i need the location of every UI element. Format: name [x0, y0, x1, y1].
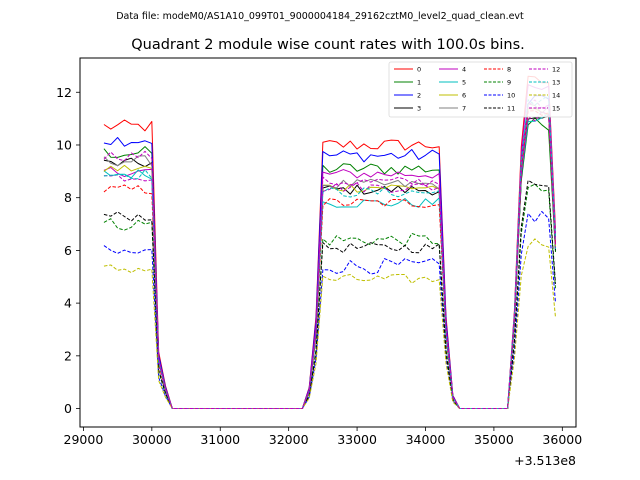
legend-label-1: 1: [417, 79, 421, 87]
legend-label-2: 2: [417, 92, 421, 100]
x-axis: 29000 30000 31000 32000 33000 34000 35000 36000: [64, 427, 582, 447]
legend-label-13: 13: [552, 79, 560, 87]
legend-label-4: 4: [462, 66, 466, 74]
file-suptitle: Data file: modeM0/AS1A10_099T01_90000041…: [116, 11, 524, 22]
y-tick-label: 0: [64, 401, 72, 416]
axes-frame: [79, 57, 577, 428]
y-tick-label: 12: [56, 85, 72, 100]
legend-label-12: 12: [552, 66, 560, 74]
legend-label-11: 11: [507, 105, 515, 113]
legend-label-3: 3: [417, 105, 421, 113]
plot-area: [79, 57, 577, 428]
x-offset-label: +3.513e8: [514, 453, 576, 468]
x-tick-label: 34000: [406, 432, 446, 447]
legend-label-8: 8: [507, 66, 511, 74]
y-tick-label: 10: [56, 137, 72, 152]
legend-label-0: 0: [417, 66, 421, 74]
x-tick-label: 32000: [269, 432, 309, 447]
y-tick-label: 2: [64, 348, 72, 363]
legend-label-14: 14: [552, 92, 560, 100]
x-tick-label: 31000: [200, 432, 240, 447]
legend-label-7: 7: [462, 105, 466, 113]
chart-title: Quadrant 2 module wise count rates with …: [131, 37, 525, 53]
x-tick-label: 35000: [474, 432, 514, 447]
legend-box: [388, 61, 573, 118]
legend-label-6: 6: [462, 92, 466, 100]
legend-label-9: 9: [507, 79, 511, 87]
legend-label-5: 5: [462, 79, 466, 87]
y-tick-label: 4: [64, 296, 72, 311]
x-tick-label: 36000: [542, 432, 582, 447]
series-line-15: [103, 110, 556, 410]
legend-label-15: 15: [552, 105, 560, 113]
x-tick-label: 29000: [64, 432, 104, 447]
x-tick-label: 33000: [337, 432, 377, 447]
x-tick-label: 30000: [132, 432, 172, 447]
legend-label-10: 10: [507, 92, 515, 100]
y-tick-label: 8: [64, 190, 72, 205]
y-tick-label: 6: [64, 243, 72, 258]
y-axis: 0 2 4 6 8 10 12: [56, 85, 80, 416]
